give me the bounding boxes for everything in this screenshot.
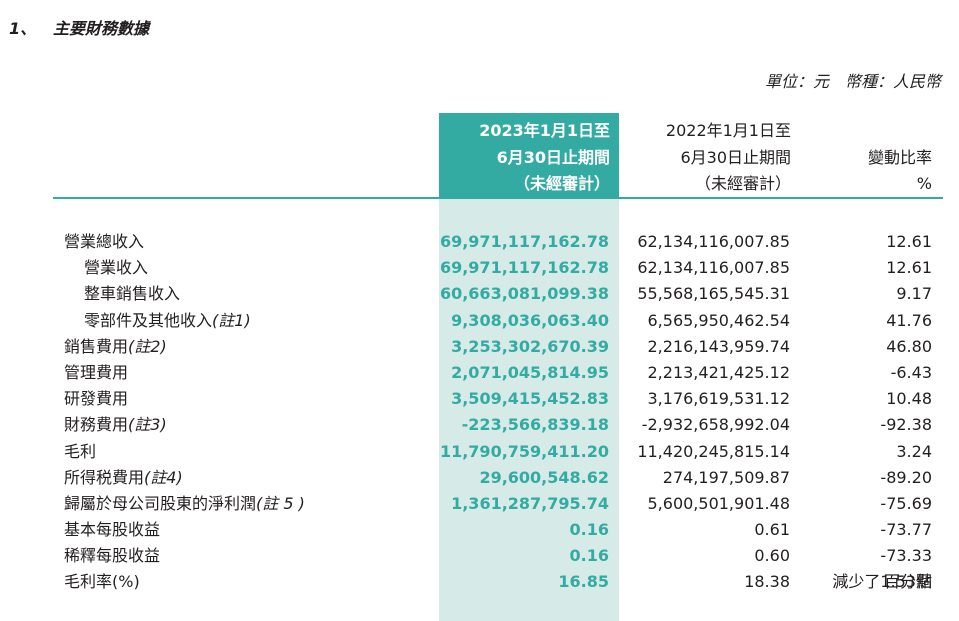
table-row: 研發費用 3,509,415,452.83 3,176,619,531.12 1…: [0, 386, 959, 412]
row-label: 所得税費用(註4): [64, 467, 183, 487]
change-value: 12.61: [886, 258, 932, 278]
current-value: 69,971,117,162.78: [439, 232, 609, 251]
change-value: 3.24: [896, 441, 932, 461]
previous-header-line: 6月30日止期間: [680, 147, 791, 167]
current-value: 29,600,548.62: [479, 467, 609, 487]
previous-value: 274,197,509.87: [662, 467, 790, 487]
change-value: -92.38: [880, 415, 932, 435]
change-header-line: %: [916, 174, 932, 193]
previous-value: 6,565,950,462.54: [647, 310, 791, 330]
table-row: 毛利率(%) 16.85 18.38 減少了1.53個 百分點: [0, 569, 959, 595]
change-value: 10.48: [886, 389, 932, 409]
table-row: 基本每股收益 0.16 0.61 -73.77: [0, 517, 959, 543]
table-row: 營業總收入 69,971,117,162.78 62,134,116,007.8…: [0, 229, 959, 255]
previous-header-line: （未經審計）: [694, 174, 791, 193]
table-row: 財務費用(註3) -223,566,839.18 -2,932,658,992.…: [0, 412, 959, 438]
change-value: -73.33: [880, 546, 932, 566]
current-header-line: 6月30日止期間: [496, 147, 610, 167]
row-label: 毛利: [64, 441, 97, 461]
section-title: 主要財務數據: [53, 19, 150, 38]
section-heading: 1、 主要財務數據: [9, 15, 149, 39]
row-label: 基本每股收益: [64, 520, 161, 540]
current-value: 3,253,302,670.39: [451, 336, 609, 356]
row-label: 整車銷售收入: [84, 284, 181, 304]
current-period-header: 2023年1月1日至 6月30日止期間 （未經審計）: [439, 118, 610, 198]
row-label: 歸屬於母公司股東的淨利潤(註 5 ): [64, 493, 305, 513]
current-value: 2,071,045,814.95: [451, 362, 609, 382]
change-header-line: 變動比率: [867, 147, 932, 167]
table-row: 管理費用 2,071,045,814.95 2,213,421,425.12 -…: [0, 360, 959, 386]
row-label: 零部件及其他收入(註1): [84, 310, 251, 330]
current-value: 16.85: [558, 572, 609, 592]
previous-period-header: 2022年1月1日至 6月30日止期間 （未經審計）: [619, 118, 791, 198]
row-label: 銷售費用(註2): [64, 336, 167, 356]
previous-value: 62,134,116,007.85: [637, 232, 790, 251]
previous-value: 2,216,143,959.74: [647, 336, 791, 356]
change-rate-header: 變動比率 %: [800, 118, 932, 198]
table-row: 整車銷售收入 60,663,081,099.38 55,568,165,545.…: [0, 281, 959, 307]
change-value: -89.20: [880, 467, 932, 487]
table-row: 營業收入 69,971,117,162.78 62,134,116,007.85…: [0, 255, 959, 281]
unit-currency-note: 單位：元 幣種：人民幣: [764, 72, 941, 91]
previous-value: 55,568,165,545.31: [637, 284, 790, 304]
change-value: 46.80: [886, 336, 932, 356]
current-value: 9,308,036,063.40: [451, 310, 609, 330]
change-value: -75.69: [880, 493, 932, 513]
previous-value: 3,176,619,531.12: [647, 389, 791, 409]
table-row: 稀釋每股收益 0.16 0.60 -73.33: [0, 543, 959, 569]
previous-value: 62,134,116,007.85: [637, 258, 790, 278]
previous-header-line: 2022年1月1日至: [665, 121, 791, 140]
change-value: 41.76: [886, 310, 932, 330]
header-divider: [53, 197, 943, 199]
row-label: 研發費用: [64, 389, 129, 409]
change-value-continued: 百分點: [883, 572, 932, 592]
current-value: 0.16: [569, 546, 609, 566]
row-label: 營業總收入: [64, 232, 145, 251]
previous-value: -2,932,658,992.04: [641, 415, 790, 435]
current-value: 69,971,117,162.78: [439, 258, 609, 278]
row-label: 財務費用(註3): [64, 415, 167, 435]
row-label: 稀釋每股收益: [64, 546, 161, 566]
table-row: 歸屬於母公司股東的淨利潤(註 5 ) 1,361,287,795.74 5,60…: [0, 491, 959, 517]
row-label: 營業收入: [84, 258, 149, 278]
current-value: 0.16: [569, 520, 609, 540]
table-row: 零部件及其他收入(註1) 9,308,036,063.40 6,565,950,…: [0, 308, 959, 334]
change-value: 9.17: [896, 284, 932, 304]
change-value: 減少了1.53個: [832, 572, 932, 592]
table-row: 銷售費用(註2) 3,253,302,670.39 2,216,143,959.…: [0, 334, 959, 360]
change-value: 12.61: [886, 232, 932, 251]
row-label: 毛利率(%): [64, 572, 140, 592]
table-row: 毛利 11,790,759,411.20 11,420,245,815.14 3…: [0, 439, 959, 465]
current-value: 60,663,081,099.38: [439, 284, 609, 304]
current-value: 3,509,415,452.83: [451, 389, 609, 409]
previous-value: 2,213,421,425.12: [647, 362, 791, 382]
current-value: 11,790,759,411.20: [439, 441, 609, 461]
financial-data-table: 營業總收入 69,971,117,162.78 62,134,116,007.8…: [0, 229, 959, 596]
previous-value: 11,420,245,815.14: [637, 441, 790, 461]
current-period-header-background: [439, 113, 619, 198]
current-value: 1,361,287,795.74: [451, 493, 609, 513]
change-value: -73.77: [880, 520, 932, 540]
current-header-line: 2023年1月1日至: [479, 121, 610, 140]
row-label: 管理費用: [64, 362, 129, 382]
current-header-line: （未經審計）: [513, 174, 610, 193]
section-number: 1、: [9, 19, 37, 38]
change-value: -6.43: [890, 362, 932, 382]
previous-value: 0.61: [754, 520, 790, 540]
current-value: -223,566,839.18: [461, 415, 609, 435]
previous-value: 18.38: [744, 572, 790, 592]
previous-value: 0.60: [754, 546, 790, 566]
previous-value: 5,600,501,901.48: [647, 493, 791, 513]
table-row: 所得税費用(註4) 29,600,548.62 274,197,509.87 -…: [0, 465, 959, 491]
